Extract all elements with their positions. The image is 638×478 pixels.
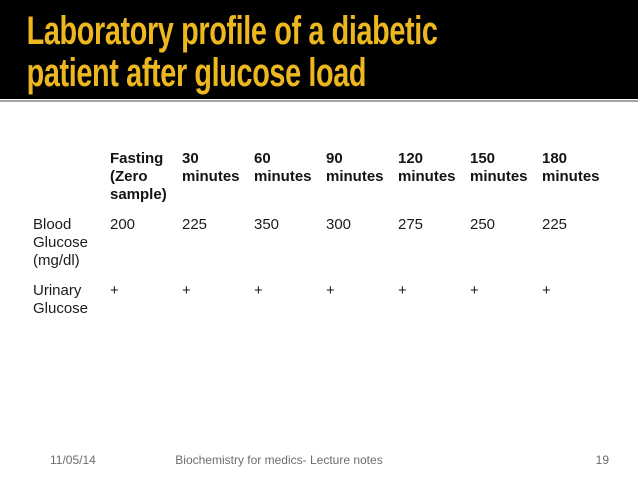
header-cell-60min: 60 minutes [254, 150, 312, 185]
slide-title: Laboratory profile of a diabetic patient… [0, 0, 459, 94]
cell-urinary-glucose-90: + [326, 282, 335, 299]
cell-blood-glucose-fasting: 200 [110, 216, 136, 233]
cell-urinary-glucose-150: + [470, 282, 479, 299]
cell-urinary-glucose-60: + [254, 282, 263, 299]
row-label-urinary-glucose: Urinary Glucose [33, 282, 89, 317]
header-cell-fasting: Fasting (Zero sample) [110, 150, 167, 203]
footer-page-number: 19 [595, 453, 609, 467]
cell-blood-glucose-30: 225 [182, 216, 208, 233]
cell-blood-glucose-120: 275 [398, 216, 424, 233]
header-cell-180min: 180 minutes [542, 150, 600, 185]
row-label-blood-glucose: Blood Glucose (mg/dl) [33, 216, 89, 269]
header-cell-120min: 120 minutes [398, 150, 456, 185]
header-cell-row-label [33, 150, 110, 216]
cell-urinary-glucose-180: + [542, 282, 551, 299]
footer-title: Biochemistry for medics- Lecture notes [175, 453, 383, 467]
cell-urinary-glucose-120: + [398, 282, 407, 299]
header-cell-90min: 90 minutes [326, 150, 384, 185]
title-line-1: Laboratory profile of a diabetic [26, 9, 438, 53]
table-row-blood-glucose: Blood Glucose (mg/dl) 200 225 350 300 27… [33, 216, 614, 282]
cell-blood-glucose-60: 350 [254, 216, 280, 233]
header-cell-150min: 150 minutes [470, 150, 528, 185]
footer-date: 11/05/14 [50, 453, 96, 467]
header-cell-30min: 30 minutes [182, 150, 240, 185]
title-line-2: patient after glucose load [26, 51, 367, 95]
cell-blood-glucose-150: 250 [470, 216, 496, 233]
title-bar: Laboratory profile of a diabetic patient… [0, 0, 638, 99]
table-header-row: Fasting (Zero sample) 30 minutes 60 minu… [33, 150, 614, 216]
lab-profile-table: Fasting (Zero sample) 30 minutes 60 minu… [33, 150, 614, 330]
cell-urinary-glucose-30: + [182, 282, 191, 299]
cell-urinary-glucose-fasting: + [110, 282, 119, 299]
table-row-urinary-glucose: Urinary Glucose + + + + + + + [33, 282, 614, 330]
title-underline [0, 100, 638, 102]
cell-blood-glucose-90: 300 [326, 216, 352, 233]
cell-blood-glucose-180: 225 [542, 216, 568, 233]
